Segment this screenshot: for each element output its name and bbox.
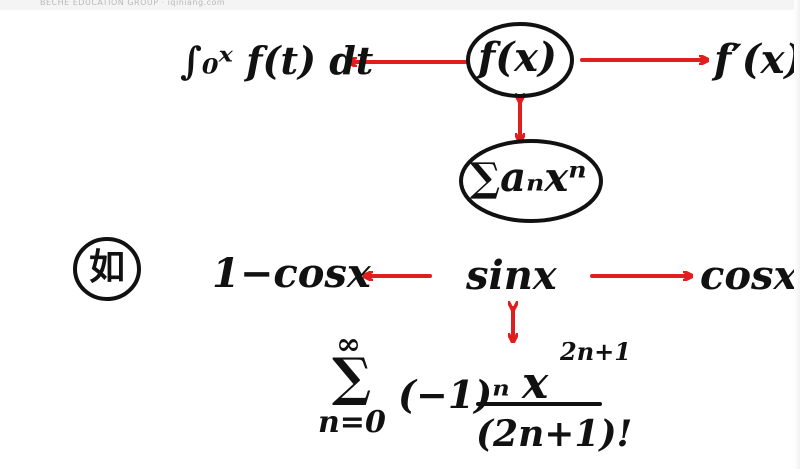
numerator-exponent: 2n+1 bbox=[560, 337, 631, 366]
circle-marker bbox=[73, 237, 141, 301]
derivative-label: f′(x) bbox=[714, 36, 800, 83]
circle-series bbox=[459, 139, 603, 223]
right-edge bbox=[794, 0, 800, 469]
watermark: BECHE EDUCATION GROUP · iqiniang.com bbox=[40, 0, 226, 7]
denominator: (2n+1)! bbox=[476, 413, 633, 455]
numerator-x: x bbox=[522, 358, 549, 409]
circle-fx bbox=[466, 22, 574, 98]
cosx-label: cosx bbox=[700, 252, 798, 299]
fx-label: f(x) bbox=[478, 34, 557, 81]
series-lower-limit: n=0 bbox=[318, 405, 386, 440]
sinx-label: sinx bbox=[466, 252, 557, 299]
summation-sign: ∑ bbox=[332, 347, 372, 408]
alternating-sign: (−1)ⁿ bbox=[398, 372, 510, 417]
example-marker: 如 bbox=[89, 247, 126, 288]
power-series-label: ∑aₙxⁿ bbox=[470, 154, 587, 201]
one-minus-cosx-label: 1−cosx bbox=[212, 250, 371, 297]
series-upper-limit: ∞ bbox=[336, 327, 361, 362]
integral-expression: ∫₀ˣ f(t) dt bbox=[180, 38, 374, 83]
top-bar: BECHE EDUCATION GROUP · iqiniang.com bbox=[0, 0, 800, 10]
